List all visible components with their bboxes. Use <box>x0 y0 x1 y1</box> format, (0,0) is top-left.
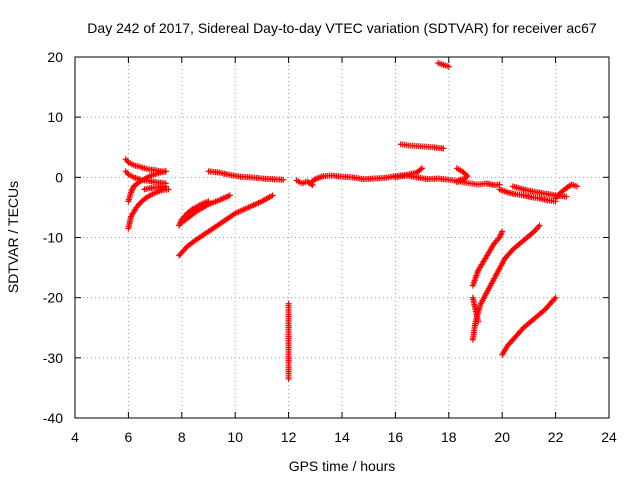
data-point <box>134 180 141 187</box>
series-arc-n <box>435 60 452 70</box>
data-point <box>162 183 169 190</box>
data-point <box>536 222 543 229</box>
axis-ticks <box>74 56 610 419</box>
y-tick-label: 0 <box>55 169 63 185</box>
x-tick-label: 24 <box>601 429 617 445</box>
data-point <box>142 195 149 202</box>
chart-title: Day 242 of 2017, Sidereal Day-to-day VTE… <box>87 20 597 36</box>
series-arc-r <box>509 183 570 200</box>
x-tick-label: 14 <box>334 429 350 445</box>
data-point <box>453 179 460 186</box>
data-points <box>122 60 580 382</box>
x-axis-label: GPS time / hours <box>289 458 396 474</box>
data-point <box>475 318 482 325</box>
data-point <box>563 193 570 200</box>
x-tick-labels: 4 6 8 10 12 14 16 18 20 22 24 <box>71 429 617 445</box>
data-point <box>417 166 424 173</box>
data-point <box>188 207 195 214</box>
x-tick-label: 20 <box>494 429 510 445</box>
series-arc-v <box>469 294 482 325</box>
x-tick-label: 16 <box>388 429 404 445</box>
series-arc-l <box>392 172 466 184</box>
data-point <box>269 192 276 199</box>
data-point <box>226 192 233 199</box>
series-arc-i <box>205 168 287 183</box>
series-arc-d <box>141 183 169 193</box>
y-tick-label: -40 <box>43 410 63 426</box>
series-arc-p <box>459 179 503 189</box>
data-point <box>573 183 580 190</box>
data-point <box>440 145 447 152</box>
data-point <box>162 168 169 175</box>
y-axis-label: SDTVAR / TECUs <box>5 181 21 293</box>
x-tick-label: 6 <box>125 429 133 445</box>
series-arc-g <box>178 192 233 226</box>
series-arc-m <box>397 141 447 152</box>
data-point <box>529 229 536 236</box>
x-tick-label: 12 <box>281 429 297 445</box>
x-tick-label: 8 <box>178 429 186 445</box>
y-tick-label: -30 <box>43 350 63 366</box>
y-tick-label: 20 <box>47 49 63 65</box>
series-arc-e <box>125 186 172 232</box>
series-arc-w <box>499 294 559 358</box>
y-tick-label: -20 <box>43 290 63 306</box>
x-tick-label: 22 <box>548 429 564 445</box>
series-arc-o <box>453 165 471 186</box>
y-tick-label: 10 <box>47 109 63 125</box>
data-point <box>551 296 558 303</box>
data-point <box>285 375 292 382</box>
x-tick-label: 10 <box>227 429 243 445</box>
series-arc-s <box>552 181 580 202</box>
x-tick-label: 4 <box>71 429 79 445</box>
gridlines <box>75 57 609 418</box>
series-arc-h <box>176 192 276 259</box>
y-tick-labels: -40 -30 -20 -10 0 10 20 <box>43 49 63 426</box>
y-tick-label: -10 <box>43 230 63 246</box>
series-outliers <box>285 300 292 382</box>
data-point <box>499 228 506 235</box>
series-arc-u <box>469 222 543 343</box>
data-point <box>419 165 426 172</box>
series-arc-t <box>469 228 506 289</box>
data-point <box>165 186 172 193</box>
data-point <box>445 63 452 70</box>
data-point <box>280 176 287 183</box>
series-arc-c <box>125 168 169 205</box>
x-tick-label: 18 <box>441 429 457 445</box>
data-point <box>552 294 559 301</box>
